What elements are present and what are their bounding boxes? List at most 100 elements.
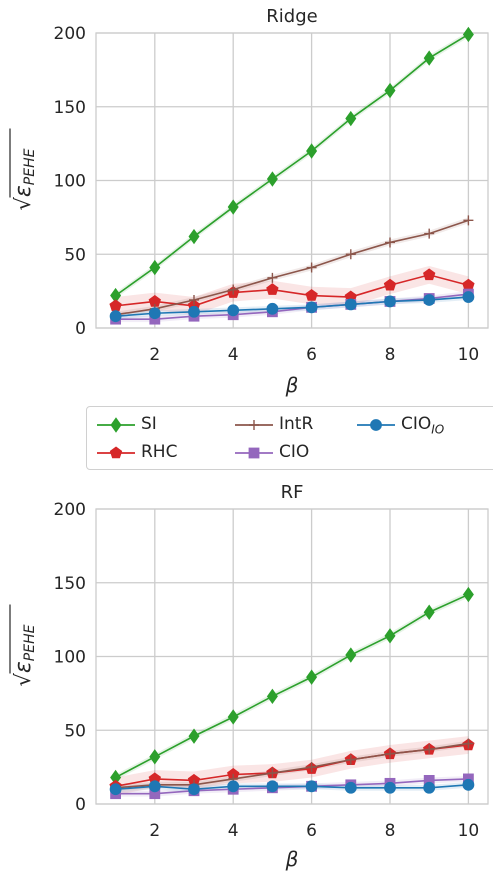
chart0-point-si bbox=[423, 50, 435, 66]
chart0-point-cio-io bbox=[148, 307, 161, 320]
chart1-point-si bbox=[345, 647, 357, 663]
chart1-y-tick-label: 0 bbox=[75, 795, 86, 815]
legend-label-rhc: RHC bbox=[141, 442, 178, 462]
chart0-point-rhc bbox=[305, 289, 318, 301]
chart1-point-cio-io bbox=[423, 781, 436, 794]
chart0-point-intr bbox=[267, 272, 278, 283]
legend-marker-shape-rhc bbox=[109, 446, 123, 459]
chart1-y-tick-label: 100 bbox=[54, 648, 86, 668]
chart1-point-cio-io bbox=[266, 780, 279, 793]
chart1-point-cio-io bbox=[344, 781, 357, 794]
chart0-y-tick-label: 100 bbox=[54, 172, 86, 192]
chart1-x-tick-label: 2 bbox=[149, 821, 160, 841]
chart0-point-si bbox=[227, 199, 239, 215]
legend-label-cio-io: CIOIO bbox=[401, 413, 444, 440]
chart0-series-line-si bbox=[115, 33, 469, 297]
chart0-point-si bbox=[188, 228, 200, 245]
chart0-point-si bbox=[266, 171, 278, 187]
chart1-title: RF bbox=[281, 482, 304, 503]
chart0-series-line-cio-io bbox=[115, 296, 469, 317]
chart0-band-intr bbox=[115, 217, 469, 318]
chart1-x-tick-label: 8 bbox=[385, 821, 396, 841]
chart0-point-cio-io bbox=[344, 298, 357, 311]
chart1-y-axis-label-text: √εPEHE bbox=[11, 624, 38, 686]
legend-marker-shape-cio bbox=[248, 447, 260, 459]
chart1-plot-frame bbox=[95, 508, 489, 805]
chart0-x-tick-label: 6 bbox=[306, 345, 317, 365]
chart1-point-intr bbox=[267, 768, 278, 779]
chart0-point-intr bbox=[228, 284, 239, 295]
chart1-point-cio-io bbox=[384, 781, 396, 794]
chart0-point-si bbox=[306, 143, 318, 159]
chart0-y-tick-label: 0 bbox=[75, 319, 86, 339]
chart0-x-tick-label: 4 bbox=[228, 345, 239, 365]
chart1-band-rhc bbox=[115, 736, 469, 796]
chart0-point-intr bbox=[424, 228, 435, 239]
chart0-point-cio-io bbox=[266, 302, 279, 315]
legend-marker-shape-si bbox=[110, 417, 122, 433]
chart0-point-si bbox=[345, 110, 357, 127]
legend-marker-si bbox=[97, 417, 135, 433]
chart1-series-line-cio-io bbox=[115, 784, 469, 791]
legend-label-cio-io-main: CIO bbox=[401, 414, 432, 434]
chart1-point-cio-io bbox=[462, 778, 475, 791]
chart1-y-tick-label: 150 bbox=[54, 574, 86, 594]
chart1-point-si bbox=[227, 709, 239, 725]
chart0-point-intr bbox=[306, 262, 317, 273]
chart1-point-cio-io bbox=[188, 783, 200, 796]
chart1-y-tick-label: 200 bbox=[54, 500, 86, 520]
chart1-point-si bbox=[266, 688, 278, 705]
legend-marker-shape-cio-io bbox=[370, 419, 382, 431]
chart1-point-cio-io bbox=[305, 780, 318, 793]
chart1-point-intr bbox=[306, 762, 317, 773]
chart0-x-axis-label: β bbox=[285, 373, 299, 397]
chart1-x-tick-label: 4 bbox=[228, 821, 239, 841]
chart0-point-si bbox=[149, 259, 161, 276]
chart0-band-cio bbox=[115, 291, 469, 323]
chart0-point-rhc bbox=[266, 283, 279, 295]
chart1-point-intr bbox=[345, 754, 356, 765]
chart0-series-line-intr bbox=[115, 219, 469, 316]
chart1-point-intr bbox=[385, 748, 395, 759]
chart0-y-axis-label: √εPEHE bbox=[9, 128, 38, 211]
chart0-y-tick-label: 150 bbox=[54, 98, 86, 118]
chart1-x-tick-label: 6 bbox=[306, 821, 317, 841]
chart0-x-tick-label: 8 bbox=[385, 345, 396, 365]
chart0-y-tick-label: 50 bbox=[64, 245, 86, 265]
chart0-point-cio-io bbox=[305, 301, 318, 314]
chart0-point-rhc bbox=[383, 278, 397, 291]
legend-marker-shape-intr bbox=[249, 420, 259, 430]
chart1-point-si bbox=[306, 669, 318, 685]
chart1-x-axis-label: β bbox=[285, 847, 299, 871]
legend-label-cio-io-sub: IO bbox=[431, 422, 445, 437]
chart0-point-cio-io bbox=[188, 305, 200, 318]
chart0-band-cio-io bbox=[115, 294, 469, 320]
chart1-point-intr bbox=[463, 738, 474, 749]
chart0-point-intr bbox=[345, 249, 356, 260]
chart1-y-axis-label: √εPEHE bbox=[9, 604, 38, 687]
chart1-point-si bbox=[462, 586, 474, 603]
chart1-series-line-intr bbox=[115, 742, 469, 789]
legend-marker-rhc bbox=[97, 446, 135, 459]
chart1-x-tick-label: 10 bbox=[458, 821, 480, 841]
chart1-point-si bbox=[188, 728, 200, 744]
chart0-point-intr bbox=[189, 294, 199, 305]
chart0-title: Ridge bbox=[266, 6, 317, 27]
chart0-plot-frame bbox=[95, 32, 489, 329]
chart0-y-axis-label-text: √εPEHE bbox=[11, 148, 38, 210]
legend-marker-cio-io bbox=[357, 419, 395, 431]
legend-label-intr: IntR bbox=[279, 414, 314, 434]
chart0-y-tick-label: 200 bbox=[54, 24, 86, 44]
chart0-point-cio-io bbox=[109, 310, 122, 323]
chart1-point-cio-io bbox=[148, 780, 161, 793]
chart0-point-si bbox=[384, 82, 396, 99]
chart1-point-cio-io bbox=[109, 783, 122, 796]
chart1-series-line-si bbox=[115, 593, 469, 779]
chart0-point-cio-io bbox=[227, 304, 240, 317]
chart0-point-cio-io bbox=[462, 291, 475, 303]
legend: SI IntR CIOIO RHC CIO bbox=[86, 406, 493, 470]
chart1-y-tick-label: 50 bbox=[64, 721, 86, 741]
